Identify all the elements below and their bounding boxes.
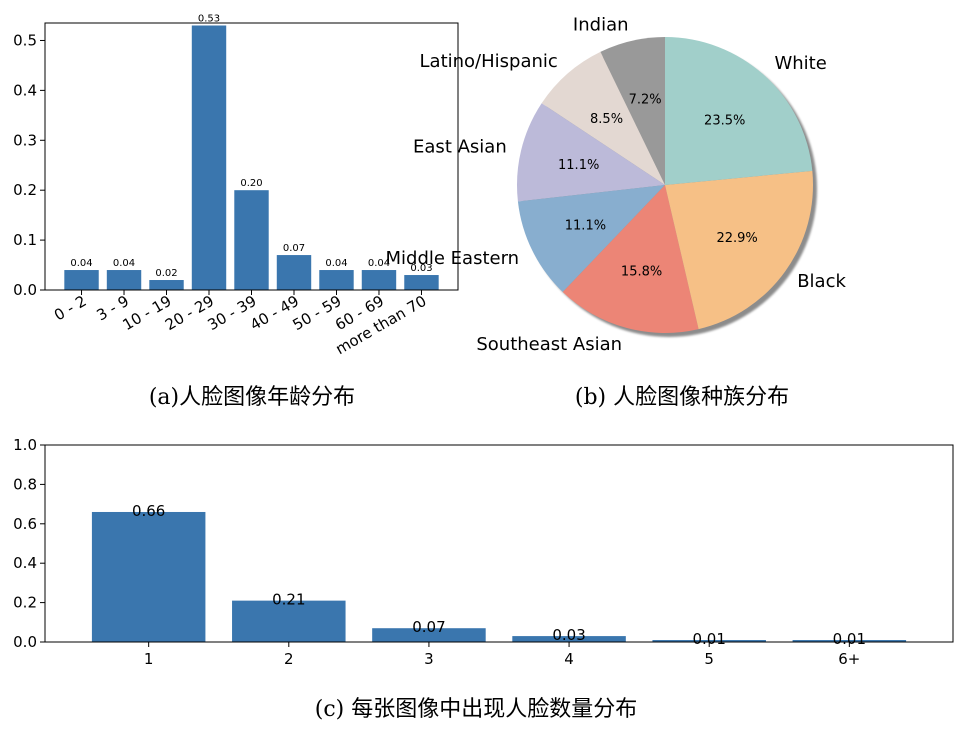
pie-category-label: East Asian bbox=[413, 136, 507, 157]
x-tick-label: 3 bbox=[424, 650, 434, 668]
pie-slice-latino-hispanic bbox=[541, 51, 665, 186]
caption-a: (a)人脸图像年龄分布 bbox=[149, 385, 355, 410]
y-tick-label: 0.8 bbox=[13, 475, 37, 493]
bar-value-label: 0.04 bbox=[70, 258, 92, 269]
plot-frame bbox=[44, 444, 954, 643]
bar-5 bbox=[652, 640, 766, 642]
bar-1 bbox=[91, 511, 206, 642]
y-tick-label: 0.6 bbox=[13, 515, 37, 533]
x-tick-label: 6+ bbox=[838, 650, 860, 668]
bar-3 bbox=[372, 628, 486, 642]
bar-value-label: 0.04 bbox=[368, 258, 390, 269]
bar-value-label: 0.20 bbox=[240, 178, 262, 189]
bar-8 bbox=[361, 270, 397, 290]
bar-value-label: 0.04 bbox=[113, 258, 135, 269]
bar-value-label: 0.21 bbox=[272, 591, 305, 609]
caption-c: (c) 每张图像中出现人脸数量分布 bbox=[315, 697, 637, 722]
y-tick-label: 1.0 bbox=[13, 436, 37, 454]
bar-value-label: 0.01 bbox=[692, 630, 725, 648]
bar-value-label: 0.07 bbox=[412, 618, 445, 636]
bar-9 bbox=[404, 275, 439, 290]
pie-slice-east-asian bbox=[517, 103, 665, 202]
pie-percent-label: 15.8% bbox=[621, 265, 662, 280]
bar-2 bbox=[106, 270, 142, 290]
pie-slice-white bbox=[665, 37, 813, 185]
y-tick-label: 0.0 bbox=[13, 633, 37, 651]
x-tick-label: 5 bbox=[704, 650, 714, 668]
pie-slice-southeast-asian bbox=[562, 185, 699, 333]
pie-category-label: White bbox=[774, 53, 826, 74]
pie-category-label: Middle Eastern bbox=[386, 248, 520, 269]
x-tick-label: 0 - 2 bbox=[51, 292, 89, 325]
y-tick-label: 0.3 bbox=[13, 131, 37, 149]
bar-4 bbox=[512, 636, 626, 642]
y-tick-label: 0.5 bbox=[13, 31, 37, 49]
bar-5 bbox=[234, 190, 269, 290]
pie-percent-label: 23.5% bbox=[704, 113, 745, 128]
pie-category-label: Black bbox=[797, 271, 846, 292]
x-tick-label: 2 bbox=[284, 650, 294, 668]
bar-3 bbox=[149, 280, 184, 290]
pie-percent-label: 22.9% bbox=[716, 231, 757, 246]
bar-1 bbox=[64, 270, 99, 290]
bar-7 bbox=[319, 270, 354, 290]
bar-value-label: 0.01 bbox=[833, 630, 866, 648]
age-distribution-chart: 0.04 0.04 0.02 0.53 0.20 0.07 0.04 0.04 0.03 0.0 0… bbox=[13, 13, 459, 358]
pie-percent-label: 11.1% bbox=[565, 218, 606, 233]
x-tick-label: 1 bbox=[144, 650, 154, 668]
race-distribution-pie: 7.2% Indian 8.5% Latino/Hispanic 11.1% East A… bbox=[386, 14, 847, 355]
bar-6 bbox=[792, 640, 907, 642]
bar-value-label: 0.03 bbox=[552, 626, 585, 644]
bar-value-label: 0.03 bbox=[410, 263, 432, 274]
bar-value-label: 0.07 bbox=[283, 243, 305, 254]
bar-value-label: 0.02 bbox=[155, 268, 177, 279]
pie-percent-label: 8.5% bbox=[590, 112, 623, 127]
y-tick-label: 0.2 bbox=[13, 181, 37, 199]
caption-b: (b) 人脸图像种族分布 bbox=[575, 385, 789, 410]
pie-category-label: Southeast Asian bbox=[476, 334, 622, 355]
pie-category-label: Indian bbox=[573, 14, 629, 35]
bar-value-label: 0.66 bbox=[132, 502, 165, 520]
pie-slice-indian bbox=[600, 37, 665, 185]
bar-value-label: 0.04 bbox=[325, 258, 347, 269]
pie-percent-label: 11.1% bbox=[558, 158, 599, 173]
bar-4 bbox=[191, 25, 227, 290]
pie-slice-black bbox=[665, 170, 813, 330]
y-tick-label: 0.4 bbox=[13, 81, 37, 99]
pie-percent-label: 7.2% bbox=[629, 92, 662, 107]
y-tick-label: 0.4 bbox=[13, 554, 37, 572]
bar-value-label: 0.53 bbox=[198, 13, 220, 24]
y-tick-label: 0.1 bbox=[13, 231, 37, 249]
bar-2 bbox=[232, 600, 346, 642]
pie-category-label: Latino/Hispanic bbox=[420, 51, 558, 72]
x-tick-label: 4 bbox=[564, 650, 574, 668]
faces-per-image-chart: 0.66 0.21 0.07 0.03 0.01 0.01 0.0 0.2 0.4 0.6 0.8 1… bbox=[13, 436, 954, 668]
pie-slice-middle-eastern bbox=[517, 185, 665, 293]
y-tick-label: 0.0 bbox=[13, 281, 37, 299]
bar-6 bbox=[276, 255, 312, 290]
y-tick-label: 0.2 bbox=[13, 594, 37, 612]
